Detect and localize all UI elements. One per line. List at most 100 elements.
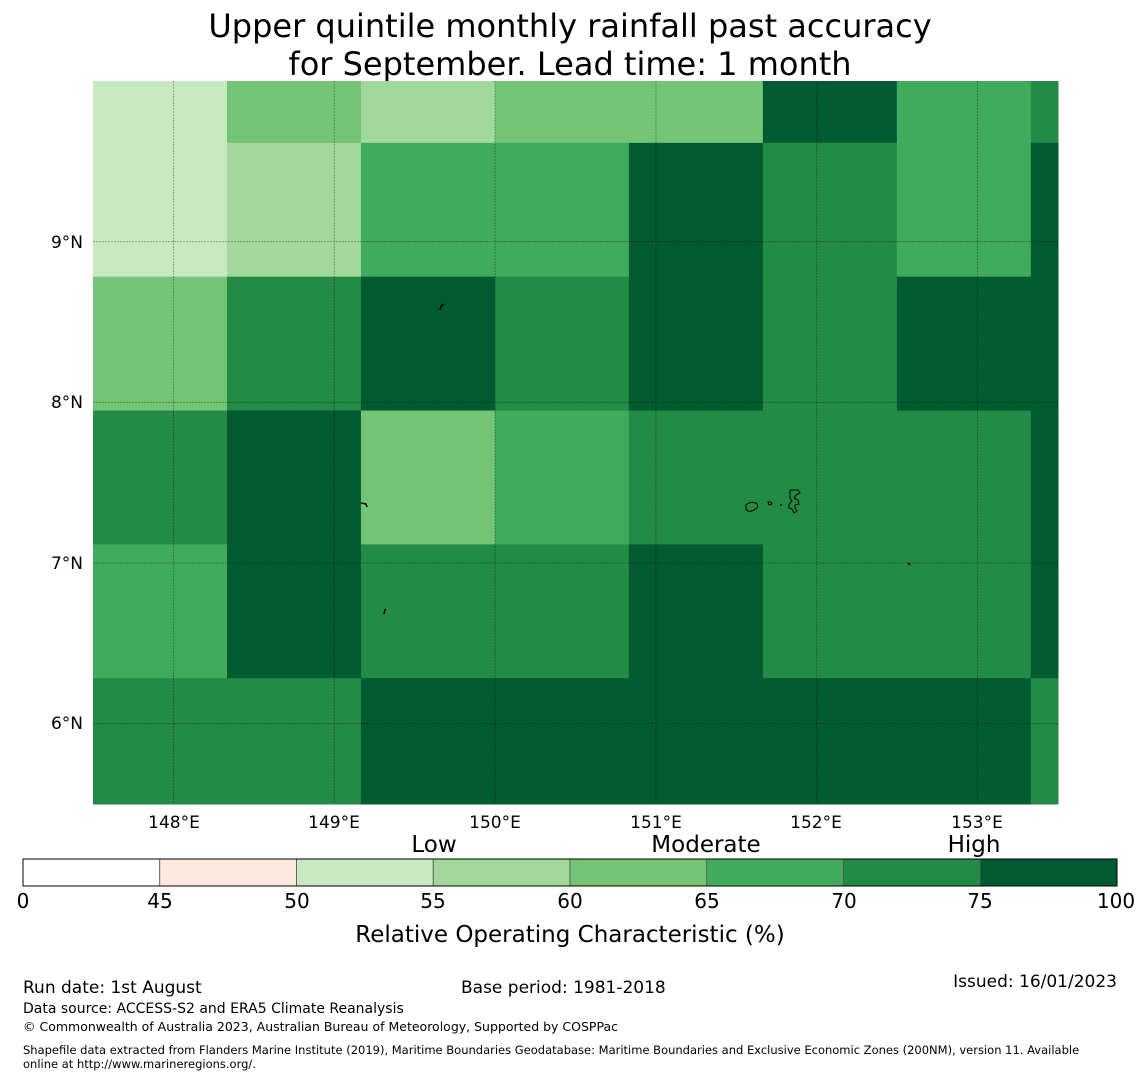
island-outline xyxy=(767,501,773,506)
colorbar-tick-label: 0 xyxy=(17,889,30,913)
grid-cell xyxy=(360,678,496,805)
grid-cell xyxy=(762,410,898,545)
grid-cell xyxy=(628,544,764,679)
grid-cell xyxy=(762,544,898,679)
map-title-line2: for September. Lead time: 1 month xyxy=(288,45,852,83)
copyright-notice: © Commonwealth of Australia 2023, Austra… xyxy=(23,1019,618,1034)
rainfall-accuracy-map: 9°N 8°N 7°N 6°N 148°E 149°E 150°E 151°E … xyxy=(17,81,1135,948)
longitude-labels: 148°E 149°E 150°E 151°E 152°E 153°E xyxy=(148,813,1003,833)
grid-cell xyxy=(896,544,1032,679)
colorbar-tick-labels: 0 45 50 55 60 65 70 75 100 xyxy=(17,889,1135,913)
lon-tick-label: 152°E xyxy=(790,813,842,833)
colorbar-tick-label: 70 xyxy=(831,889,856,913)
base-period: Base period: 1981-2018 xyxy=(461,978,666,998)
grid-cell xyxy=(494,276,630,412)
grid-cell xyxy=(494,410,630,545)
grid-cell xyxy=(628,81,764,144)
grid-cell xyxy=(762,142,898,278)
grid-cell xyxy=(896,142,1032,278)
grid-cell xyxy=(93,678,228,805)
grid-cell xyxy=(628,276,764,412)
grid-cell xyxy=(226,81,362,144)
island-outlines xyxy=(360,303,911,615)
grid-cell xyxy=(762,276,898,412)
grid-cell xyxy=(360,142,496,278)
lon-tick-label: 151°E xyxy=(630,813,682,833)
grid-cell xyxy=(93,410,228,545)
colorbar-tick-label: 45 xyxy=(147,889,172,913)
shapefile-credit-line2: online at http://www.marineregions.org/. xyxy=(23,1057,256,1071)
colorbar-segment xyxy=(296,858,434,887)
run-date: Run date: 1st August xyxy=(23,978,202,998)
colorbar-tick-label: 55 xyxy=(420,889,445,913)
colorbar-tick-label: 65 xyxy=(694,889,719,913)
grid-cell xyxy=(360,544,496,679)
lon-tick-label: 149°E xyxy=(308,813,360,833)
colorbar-tick-label: 75 xyxy=(967,889,992,913)
lon-tick-label: 148°E xyxy=(148,813,200,833)
shapefile-credit-line1: Shapefile data extracted from Flanders M… xyxy=(23,1043,1080,1057)
latitude-labels: 9°N 8°N 7°N 6°N xyxy=(51,233,83,734)
grid-cell xyxy=(1030,678,1059,805)
grid-cell xyxy=(762,678,898,805)
grid-cell xyxy=(762,81,898,144)
grid-cell xyxy=(896,276,1032,412)
grid-cell xyxy=(1030,81,1059,144)
grid-cell xyxy=(1030,142,1059,278)
colorbar-category-moderate: Moderate xyxy=(651,832,760,858)
lat-tick-label: 6°N xyxy=(51,714,83,734)
grid-cell xyxy=(494,81,630,144)
lat-tick-label: 7°N xyxy=(51,554,83,574)
colorbar-segment xyxy=(979,858,1118,887)
colorbar-segment xyxy=(22,858,161,887)
grid-cell xyxy=(494,678,630,805)
grid-cell xyxy=(226,276,362,412)
colorbar-tick-label: 50 xyxy=(284,889,309,913)
grid-cell xyxy=(628,410,764,545)
data-source: Data source: ACCESS-S2 and ERA5 Climate … xyxy=(23,1001,404,1017)
grid-cell xyxy=(360,81,496,144)
colorbar-tick-label: 60 xyxy=(557,889,582,913)
island-outline xyxy=(439,303,445,311)
accuracy-grid-cells xyxy=(93,81,1059,805)
grid-cell xyxy=(494,142,630,278)
grid-cell xyxy=(494,544,630,679)
colorbar xyxy=(22,858,1118,887)
colorbar-segment xyxy=(843,858,981,887)
grid-cell xyxy=(1030,544,1059,679)
grid-cell xyxy=(628,142,764,278)
grid-cell xyxy=(896,81,1032,144)
grid-cell xyxy=(628,678,764,805)
lon-tick-label: 150°E xyxy=(469,813,521,833)
lon-tick-label: 153°E xyxy=(951,813,1003,833)
grid-cell xyxy=(93,142,228,278)
grid-cell xyxy=(93,276,228,412)
lat-tick-label: 8°N xyxy=(51,393,83,413)
grid-cell xyxy=(1030,410,1059,545)
colorbar-category-low: Low xyxy=(411,832,456,858)
grid-cell xyxy=(896,410,1032,545)
grid-cell xyxy=(226,678,362,805)
lat-tick-label: 9°N xyxy=(51,233,83,253)
grid-cell xyxy=(1030,276,1059,412)
island-outline xyxy=(383,608,387,615)
colorbar-segment xyxy=(569,858,708,887)
island-outline xyxy=(907,562,911,566)
colorbar-title: Relative Operating Characteristic (%) xyxy=(355,922,784,948)
island-outline xyxy=(788,489,801,514)
grid-cell xyxy=(226,410,362,545)
graticule-lines xyxy=(93,81,1058,804)
colorbar-tick-label: 100 xyxy=(1097,889,1135,913)
grid-cell xyxy=(93,544,228,679)
grid-cell xyxy=(226,544,362,679)
colorbar-segment xyxy=(159,858,297,887)
island-outline xyxy=(745,501,759,512)
issued-date: Issued: 16/01/2023 xyxy=(953,972,1117,992)
colorbar-border xyxy=(22,858,1118,887)
map-title-line1: Upper quintile monthly rainfall past acc… xyxy=(208,7,932,45)
colorbar-segment xyxy=(706,858,844,887)
grid-cell xyxy=(93,81,228,144)
colorbar-segment xyxy=(432,858,571,887)
grid-cell xyxy=(360,276,496,412)
island-outline xyxy=(360,502,368,508)
